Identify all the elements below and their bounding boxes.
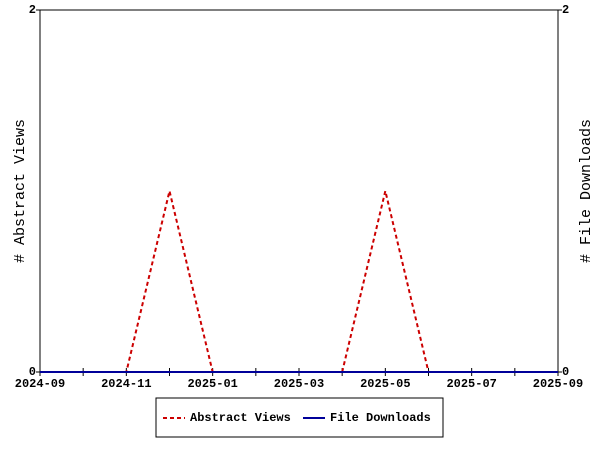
legend-label: Abstract Views: [190, 411, 291, 425]
y-axis-title: # Abstract Views: [12, 119, 29, 263]
x-tick-label: 2024-11: [101, 377, 151, 391]
x-tick-label: 2025-07: [446, 377, 496, 391]
y2-tick-label: 0: [562, 365, 569, 379]
x-tick-label: 2025-09: [533, 377, 583, 391]
y2-tick-label: 2: [562, 3, 569, 17]
x-tick-label: 2025-05: [360, 377, 410, 391]
x-tick-label: 2024-09: [15, 377, 65, 391]
legend-label: File Downloads: [330, 411, 431, 425]
y2-axis-title: # File Downloads: [578, 119, 595, 263]
y-tick-label: 0: [29, 365, 36, 379]
series-line: [40, 190, 558, 373]
y-tick-label: 2: [29, 3, 36, 17]
x-tick-label: 2025-01: [187, 377, 237, 391]
legend: [155, 397, 444, 438]
plot-frame: [39, 9, 559, 373]
x-tick-label: 2025-03: [274, 377, 324, 391]
